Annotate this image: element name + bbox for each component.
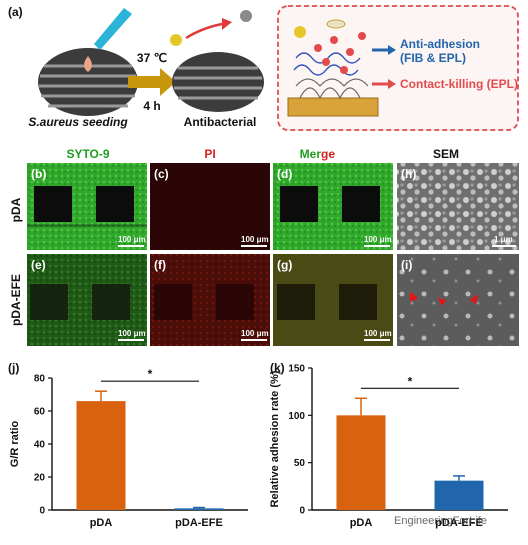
anti-adhesion-sub: (FIB & EPL) [400, 51, 466, 65]
bar-pda-efe [174, 508, 224, 510]
row-label-pda-efe: pDA-EFE [9, 274, 23, 326]
micrograph-e [27, 254, 147, 346]
chart-j: 0 20 40 60 80 G/R ratio pDA pDA-EFE * [9, 367, 248, 529]
panel-label-k: (k) [270, 361, 285, 375]
y-tick-label: 60 [34, 407, 46, 418]
y-tick-label: 20 [34, 473, 46, 484]
panel-label-c: (c) [154, 167, 169, 181]
bar-pda [336, 415, 386, 510]
scalebar-text-e: 100 μm [118, 329, 146, 338]
anti-adhesion-label: Anti-adhesion [400, 37, 480, 51]
scalebar-text-f: 100 μm [241, 329, 269, 338]
panel-label-h: (h) [401, 167, 416, 181]
col-header-syto: SYTO-9 [66, 147, 109, 161]
micrograph-c [150, 163, 270, 250]
scalebar-text-g: 100 μm [364, 329, 392, 338]
schematic-right-caption: Antibacterial [184, 115, 257, 129]
process-arrow [128, 68, 176, 96]
scalebar-e: 100 μm [118, 329, 146, 341]
col-header-merge-2: ge [321, 147, 335, 161]
y-tick-label: 0 [39, 506, 45, 517]
panel-label-a: (a) [8, 5, 23, 19]
scalebar-c: 100 μm [241, 235, 269, 247]
panel-label-d: (d) [277, 167, 292, 181]
row-label-pda: pDA [9, 197, 23, 222]
watermark-text: EngineeringForLife [394, 515, 487, 527]
scalebar-text-c: 100 μm [241, 235, 269, 244]
schematic-left-caption: S.aureus seeding [28, 115, 128, 129]
y-tick-label: 50 [294, 458, 306, 469]
panel-label-b: (b) [31, 167, 46, 181]
scalebar-text-b: 100 μm [118, 235, 146, 244]
scalebar-b: 100 μm [118, 235, 146, 247]
scalebar-f: 100 μm [241, 329, 269, 341]
y-tick-label: 100 [288, 411, 305, 422]
y-axis-label: G/R ratio [9, 420, 21, 467]
panel-label-e: (e) [31, 258, 46, 272]
scalebar-text-h: 1 μm [494, 235, 513, 244]
y-axis-label: Relative adhesion rate (%) [269, 370, 281, 507]
chart-k: 0 50 100 150 Relative adhesion rate (%) pDA pD… [269, 364, 508, 529]
x-tick-label: pDA [350, 517, 373, 529]
anti-adhesion-arrowhead [388, 45, 396, 55]
panel-label-g: (g) [277, 258, 292, 272]
x-tick-label: pDA [90, 517, 113, 529]
y-tick-label: 40 [34, 440, 46, 451]
scalebar-text-d: 100 μm [364, 235, 392, 244]
x-tick-label: pDA-EFE [435, 517, 483, 529]
mesh-disk-left [38, 8, 138, 116]
contact-killing-label: Contact-killing (EPL) [400, 77, 518, 91]
bar-pda [76, 401, 126, 510]
col-header-merge-1: Mer [300, 147, 322, 161]
time-label: 4 h [143, 99, 160, 113]
bar-pda-efe [434, 480, 484, 510]
x-tick-label: pDA-EFE [175, 517, 223, 529]
panel-label-f: (f) [154, 258, 166, 272]
scalebar-d: 100 μm [364, 235, 392, 247]
panel-label-j: (j) [8, 361, 19, 375]
scalebar-g: 100 μm [364, 329, 392, 341]
contact-killing-arrowhead [388, 79, 396, 89]
micrograph-f [150, 254, 270, 346]
significance-star: * [408, 374, 413, 388]
micrograph-d [273, 163, 393, 250]
mesh-disk-right [170, 10, 264, 112]
y-tick-label: 150 [288, 364, 305, 375]
mechanism-illustration [287, 19, 379, 117]
micrograph-i [397, 254, 519, 346]
scalebar-h: 1 μm [492, 235, 516, 247]
y-tick-label: 0 [299, 506, 305, 517]
col-header-sem: SEM [433, 147, 459, 161]
micrograph-h [397, 163, 519, 250]
y-tick-label: 80 [34, 374, 46, 385]
temperature-label: 37 ℃ [137, 51, 167, 65]
micrograph-g [273, 254, 393, 346]
panel-label-i: (i) [401, 258, 412, 272]
micrograph-b [27, 163, 147, 250]
col-header-pi: PI [204, 147, 215, 161]
significance-star: * [148, 367, 153, 381]
